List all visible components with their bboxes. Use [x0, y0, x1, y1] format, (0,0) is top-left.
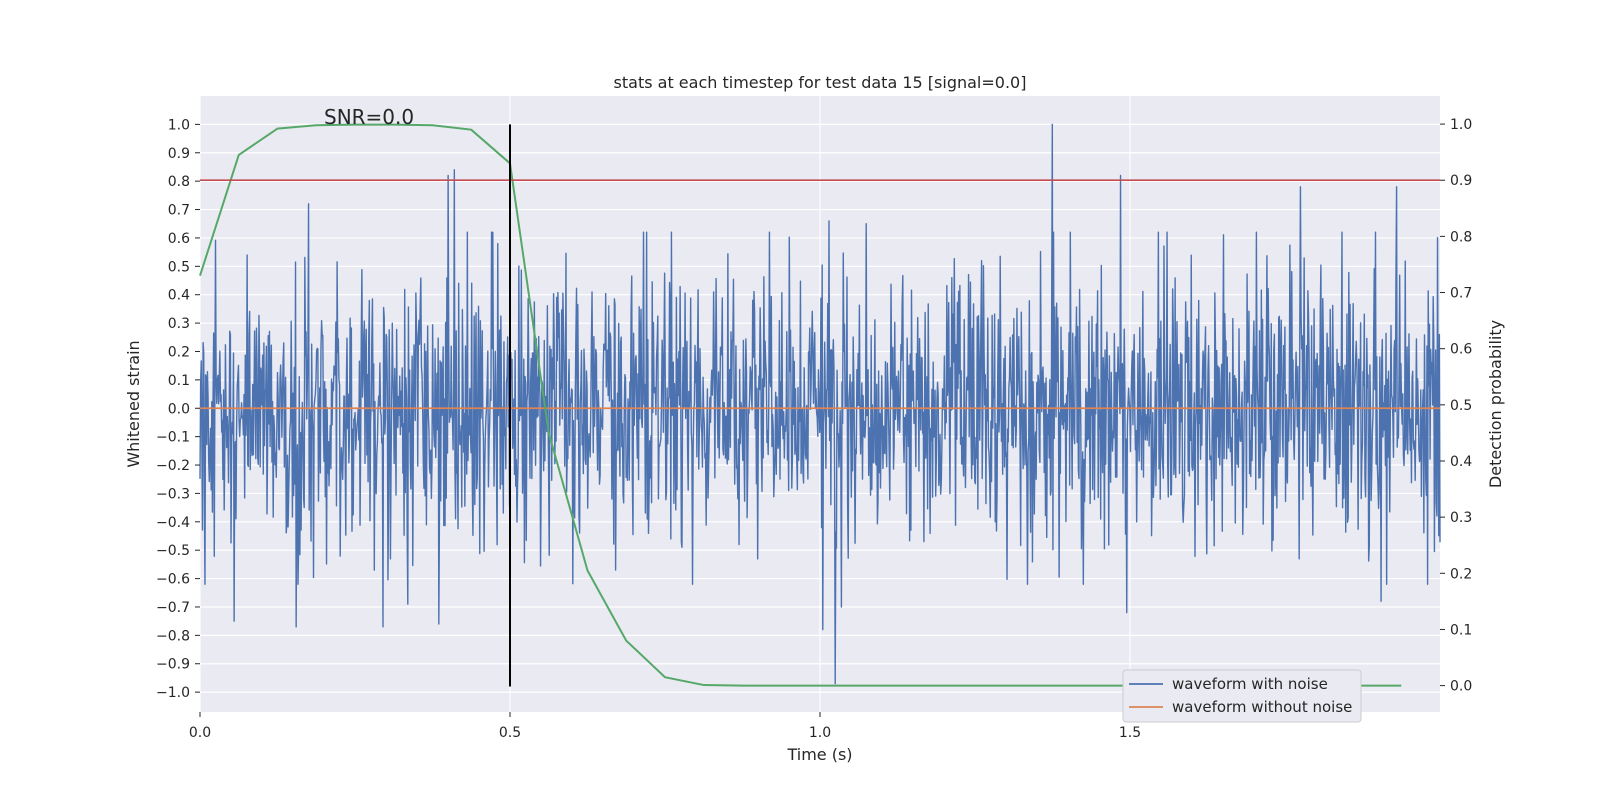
y-tick-label-3: −0.7 [156, 600, 190, 616]
y2-tick-label-2: 0.2 [1450, 566, 1472, 582]
y-tick-label-4: −0.6 [156, 572, 190, 588]
y-tick-label-13: 0.3 [168, 316, 190, 332]
y2-tick-label-4: 0.4 [1450, 454, 1472, 470]
y-tick-label-6: −0.4 [156, 515, 190, 531]
y-tick-label-15: 0.5 [168, 259, 190, 275]
legend-label-noise: waveform with noise [1172, 675, 1328, 693]
y-tick-label-1: −0.9 [156, 657, 190, 673]
chart: 0.0 0.5 1.0 1.5 −1.0 −0.9 −0.8 −0.7 −0.6 −0.5 −0.4… [0, 0, 1600, 800]
y-tick-label-5: −0.5 [156, 543, 190, 559]
y2-tick-label-1: 0.1 [1450, 622, 1472, 638]
y-tick-label-19: 0.9 [168, 146, 190, 162]
x-tick-label-1: 0.5 [499, 725, 521, 741]
snr-annotation: SNR=0.0 [324, 105, 414, 129]
y2-tick-label-8: 0.8 [1450, 229, 1472, 245]
y2-tick-label-3: 0.3 [1450, 510, 1472, 526]
x-axis-label: Time (s) [786, 745, 852, 764]
y2-tick-label-7: 0.7 [1450, 286, 1472, 302]
y-axis-label: Whitened strain [124, 340, 143, 467]
y-tick-label-18: 0.8 [168, 174, 190, 190]
y-tick-label-17: 0.7 [168, 203, 190, 219]
legend-label-clean: waveform without noise [1172, 698, 1352, 716]
y2-tick-label-6: 0.6 [1450, 342, 1472, 358]
x-tick-label-2: 1.0 [809, 725, 831, 741]
y2-axis-label: Detection probability [1486, 320, 1505, 488]
y-tick-label-11: 0.1 [168, 373, 190, 389]
y2-tick-label-9: 0.9 [1450, 173, 1472, 189]
y-tick-label-14: 0.4 [168, 288, 190, 304]
y2-tick-label-5: 0.5 [1450, 398, 1472, 414]
legend: waveform with noise waveform without noi… [1123, 670, 1361, 722]
y-tick-label-7: −0.3 [156, 486, 190, 502]
y-tick-label-8: −0.2 [156, 458, 190, 474]
x-tick-label-0: 0.0 [189, 725, 211, 741]
y-tick-label-2: −0.8 [156, 628, 190, 644]
y2-tick-label-0: 0.0 [1450, 679, 1472, 695]
y2-tick-label-10: 1.0 [1450, 117, 1472, 133]
y-tick-label-10: 0.0 [168, 401, 190, 417]
y-tick-label-16: 0.6 [168, 231, 190, 247]
y-tick-label-12: 0.2 [168, 344, 190, 360]
y-tick-label-9: −0.1 [156, 430, 190, 446]
chart-title: stats at each timestep for test data 15 … [614, 73, 1027, 92]
y-tick-label-0: −1.0 [156, 685, 190, 701]
y-tick-label-20: 1.0 [168, 117, 190, 133]
x-tick-label-3: 1.5 [1119, 725, 1141, 741]
